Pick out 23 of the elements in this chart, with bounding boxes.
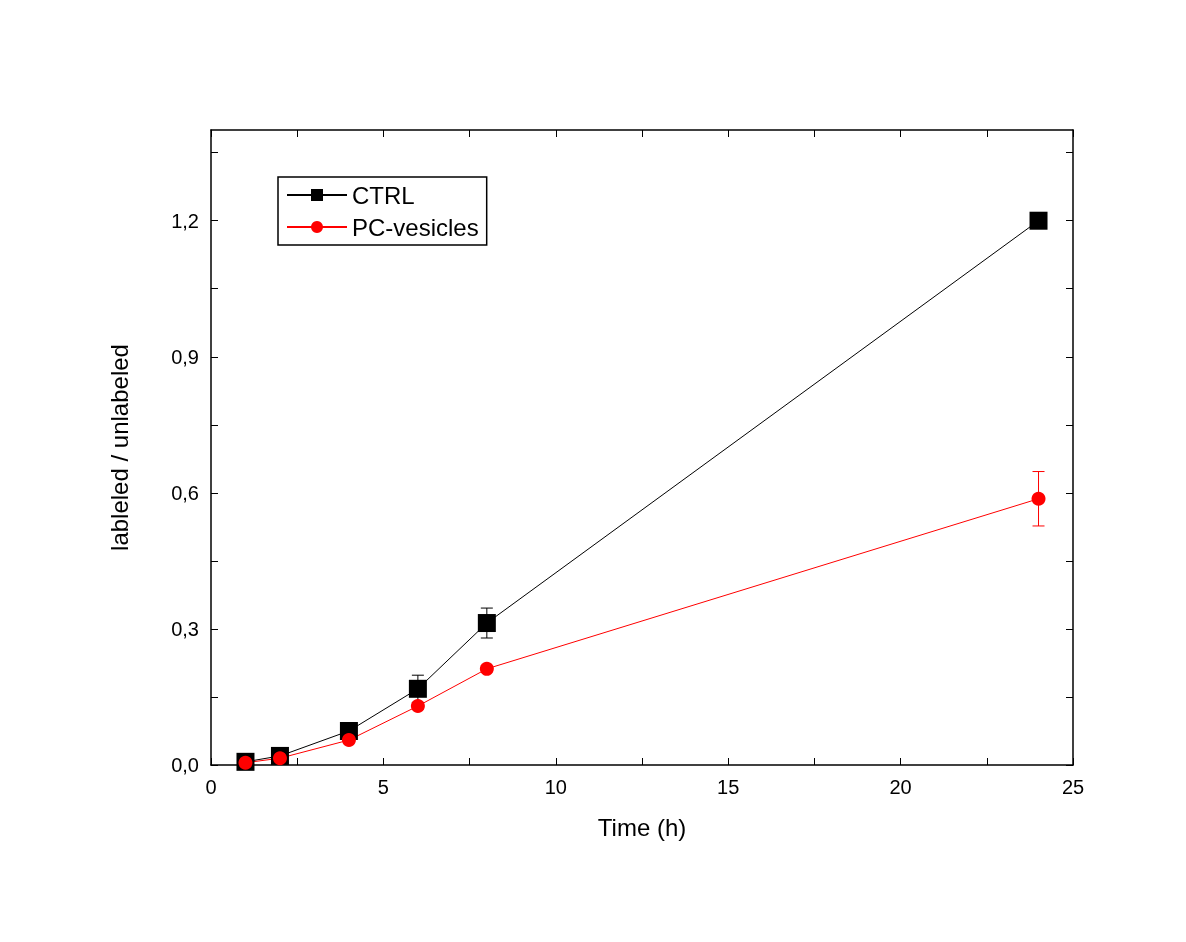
point (410, 699, 425, 714)
point (341, 733, 356, 748)
legend-label: CTRL (352, 181, 415, 209)
x-tick-label: 25 (1061, 776, 1085, 798)
y-tick-label: 0,3 (171, 617, 199, 640)
x-tick-label: 10 (544, 776, 567, 798)
point (477, 614, 496, 633)
x-axis-title: Time (h) (597, 813, 687, 841)
y-tick-label: 0,0 (171, 754, 199, 776)
point (1029, 211, 1048, 230)
x-tick-label: 5 (377, 776, 389, 798)
y-tick-label: 0,9 (171, 345, 199, 368)
point (408, 679, 427, 698)
point (1031, 491, 1046, 506)
x-tick-label: 0 (205, 776, 217, 798)
y-axis-title: lableled / unlabeled (105, 344, 133, 551)
y-tick-label: 1,2 (171, 209, 199, 232)
y-tick-label: 0,6 (171, 481, 199, 504)
legend-label: PC-vesicles (352, 213, 479, 241)
point (479, 661, 494, 676)
point (272, 751, 287, 766)
x-tick-label: 15 (717, 776, 740, 798)
x-tick-label: 20 (889, 776, 912, 798)
